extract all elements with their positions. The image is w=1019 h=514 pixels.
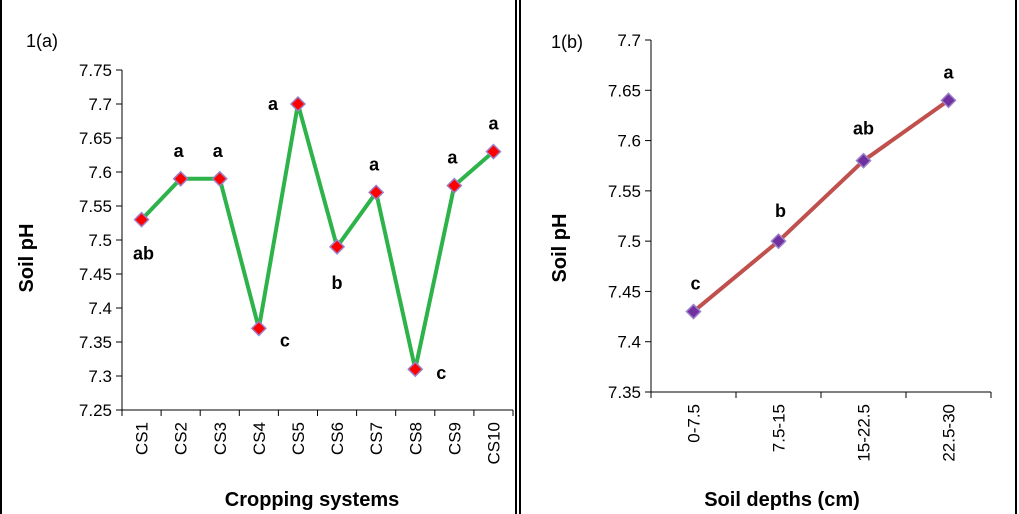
y-tick-label-a: 7.5 xyxy=(88,231,112,250)
x-tick-label-a: CS10 xyxy=(484,422,503,465)
chart-panel-b: 1(b) Soil depths (cm) Soil pH 7.35 7.4 7.4… xyxy=(519,0,1017,514)
series-line-a xyxy=(140,102,495,372)
significance-label-a: b xyxy=(332,273,343,293)
y-tick-label-a: 7.3 xyxy=(88,367,112,386)
data-point-a xyxy=(446,177,463,194)
data-point-b xyxy=(855,152,872,169)
data-point-b xyxy=(770,233,787,250)
x-tick-label-b: 15-22.5 xyxy=(855,404,874,462)
data-point-a xyxy=(328,238,346,255)
data-point-a xyxy=(211,170,228,187)
y-tick-label-a: 7.25 xyxy=(79,401,112,420)
data-point-a xyxy=(485,143,502,160)
significance-label-a: a xyxy=(488,114,499,134)
y-tick-label-b: 7.55 xyxy=(608,182,641,201)
y-tick-label-b: 7.65 xyxy=(608,81,641,100)
data-point-a xyxy=(407,361,424,378)
data-point-a xyxy=(172,170,189,187)
series-line-b xyxy=(692,98,950,314)
x-tick-label-a: CS4 xyxy=(250,422,269,455)
x-tick-label-a: CS3 xyxy=(211,422,230,455)
significance-label-b: ab xyxy=(853,119,874,139)
y-tick-label-a: 7.4 xyxy=(88,299,112,318)
significance-label-a: a xyxy=(213,141,224,161)
y-axis-title-b: Soil pH xyxy=(549,214,571,283)
y-tick-label-b: 7.45 xyxy=(608,282,641,301)
x-tick-label-a: CS6 xyxy=(328,422,347,455)
significance-label-a: a xyxy=(268,94,279,114)
data-point-b xyxy=(940,92,957,109)
y-tick-label-b: 7.35 xyxy=(608,383,641,402)
significance-label-b: c xyxy=(690,274,700,294)
y-tick-label-a: 7.7 xyxy=(88,95,112,114)
significance-label-a: c xyxy=(436,363,446,383)
y-tick-label-b: 7.7 xyxy=(617,31,641,50)
x-tick-label-a: CS1 xyxy=(133,422,152,455)
y-tick-label-b: 7.4 xyxy=(617,333,641,352)
data-point-a xyxy=(368,184,385,201)
y-tick-label-a: 7.45 xyxy=(79,265,112,284)
x-tick-label-b: 22.5-30 xyxy=(940,404,959,462)
y-tick-label-a: 7.6 xyxy=(88,163,112,182)
x-tick-label-b: 0-7.5 xyxy=(685,404,704,443)
y-tick-label-b: 7.6 xyxy=(617,132,641,151)
significance-label-a: c xyxy=(280,330,290,350)
x-tick-label-a: CS9 xyxy=(445,422,464,455)
x-tick-label-a: CS8 xyxy=(406,422,425,455)
y-tick-label-a: 7.35 xyxy=(79,333,112,352)
data-point-b xyxy=(685,303,702,320)
significance-label-a: ab xyxy=(133,244,154,264)
y-tick-label-b: 7.5 xyxy=(617,232,641,251)
x-tick-label-a: CS5 xyxy=(289,422,308,455)
chart-panel-a: 1(a) Cropping systems Soil pH 7.25 7.3 7.3… xyxy=(0,0,517,514)
x-axis-title-b: Soil depths (cm) xyxy=(704,489,860,511)
data-point-a xyxy=(250,320,267,337)
x-tick-label-a: CS7 xyxy=(367,422,386,455)
panel-label-a: 1(a) xyxy=(26,31,58,51)
significance-label-a: a xyxy=(369,154,380,174)
significance-label-b: b xyxy=(775,201,786,221)
x-tick-label-a: CS2 xyxy=(172,422,191,455)
significance-label-a: a xyxy=(447,148,458,168)
x-tick-label-b: 7.5-15 xyxy=(770,404,789,452)
y-tick-label-a: 7.55 xyxy=(79,197,112,216)
y-tick-label-a: 7.75 xyxy=(79,61,112,80)
significance-label-a: a xyxy=(174,141,185,161)
data-point-a xyxy=(289,95,307,113)
x-axis-title-a: Cropping systems xyxy=(225,489,399,511)
panel-label-b: 1(b) xyxy=(551,32,583,52)
data-point-a xyxy=(133,211,150,228)
chart-b-svg: 1(b) Soil depths (cm) Soil pH 7.35 7.4 7.4… xyxy=(549,31,992,511)
y-tick-label-a: 7.65 xyxy=(79,129,112,148)
significance-label-b: a xyxy=(943,62,954,82)
chart-a-svg: 1(a) Cropping systems Soil pH 7.25 7.3 7.3… xyxy=(16,31,514,511)
y-axis-title-a: Soil pH xyxy=(16,224,38,293)
